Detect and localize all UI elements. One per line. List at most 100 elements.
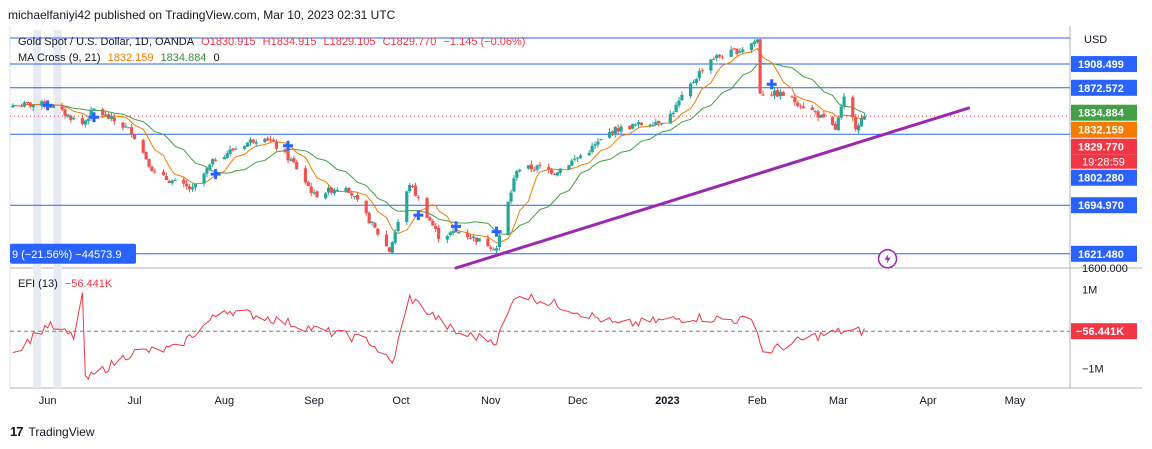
candle-body bbox=[567, 165, 571, 170]
candle-body bbox=[509, 192, 513, 202]
candle bbox=[344, 186, 348, 194]
efi-value: −56.441K bbox=[64, 278, 113, 290]
time-axis-tick: Oct bbox=[392, 395, 409, 407]
efi-line bbox=[12, 292, 865, 381]
candle bbox=[856, 123, 861, 134]
candle bbox=[80, 114, 85, 126]
candle bbox=[222, 155, 226, 160]
ma-slow-value: 1834.884 bbox=[160, 52, 207, 64]
candle bbox=[532, 166, 536, 172]
efi-label[interactable]: EFI (13) bbox=[18, 278, 58, 290]
candle-body bbox=[182, 179, 186, 184]
candle-body bbox=[263, 138, 267, 142]
candle-body bbox=[324, 193, 328, 199]
ma-extra-value: 0 bbox=[213, 52, 220, 64]
candle-body bbox=[477, 238, 481, 242]
candle bbox=[526, 165, 531, 170]
candle-body bbox=[842, 96, 846, 107]
tradingview-logo[interactable]: 17 TradingView bbox=[10, 424, 95, 439]
candle bbox=[477, 238, 481, 242]
candle-body bbox=[161, 171, 166, 175]
candle-body bbox=[752, 41, 756, 44]
candle-body bbox=[836, 117, 840, 131]
candle bbox=[489, 244, 493, 252]
candle-body bbox=[353, 195, 357, 197]
candle bbox=[506, 201, 510, 236]
candle-body bbox=[709, 59, 713, 71]
candle-body bbox=[225, 153, 229, 158]
ohlc-close: C1829.770 bbox=[382, 36, 437, 48]
candle-body bbox=[387, 247, 391, 252]
price-axis-label-box bbox=[1071, 79, 1137, 96]
candle-body bbox=[526, 165, 531, 169]
price-axis-label-text: 1829.770 bbox=[1078, 142, 1124, 154]
candle-body bbox=[497, 235, 502, 248]
candle bbox=[587, 150, 591, 156]
candle bbox=[350, 190, 354, 200]
candle bbox=[242, 145, 247, 151]
candle-body bbox=[801, 106, 806, 109]
candle-body bbox=[694, 79, 698, 84]
candle bbox=[529, 160, 533, 173]
candle bbox=[124, 123, 128, 129]
candle bbox=[697, 68, 701, 82]
candle-body bbox=[28, 102, 32, 107]
candle bbox=[25, 101, 29, 105]
candle-body bbox=[269, 139, 273, 141]
candle bbox=[709, 58, 713, 74]
time-axis-tick: 2023 bbox=[655, 395, 679, 407]
candle-body bbox=[457, 231, 461, 233]
price-axis-label: 1694.970 bbox=[1071, 197, 1137, 214]
candle bbox=[22, 100, 27, 108]
candle bbox=[694, 77, 698, 86]
candle bbox=[547, 163, 551, 174]
candle bbox=[636, 120, 641, 128]
candle bbox=[269, 135, 273, 143]
candle-body bbox=[549, 169, 554, 174]
price-axis-label-text: 1621.480 bbox=[1078, 249, 1124, 261]
ma-cross-marker bbox=[42, 100, 53, 111]
candle bbox=[549, 167, 554, 176]
candle bbox=[509, 189, 513, 205]
candle bbox=[355, 192, 360, 202]
candle-body bbox=[60, 106, 64, 110]
candle-body bbox=[796, 102, 800, 107]
candle-body bbox=[92, 108, 96, 110]
candle bbox=[497, 234, 502, 251]
candle-body bbox=[732, 48, 736, 50]
candle bbox=[755, 38, 759, 44]
ma-cross-label[interactable]: MA Cross (9, 21) bbox=[18, 52, 101, 64]
candle bbox=[801, 102, 806, 109]
candle bbox=[552, 173, 557, 176]
candle-body bbox=[43, 101, 47, 107]
candle-body bbox=[271, 139, 276, 142]
candle-body bbox=[492, 249, 496, 251]
candle-body bbox=[251, 139, 255, 143]
candle-body bbox=[486, 238, 490, 247]
ma-fast-value: 1832.159 bbox=[107, 52, 154, 64]
candle-body bbox=[185, 183, 189, 187]
candle bbox=[390, 241, 394, 254]
candle bbox=[758, 38, 762, 94]
candle bbox=[141, 138, 145, 154]
time-axis-tick: Sep bbox=[304, 395, 324, 407]
candle-body bbox=[781, 91, 785, 96]
ma-cross-marker bbox=[413, 210, 424, 221]
symbol-title[interactable]: Gold Spot / U.S. Dollar, 1D, OANDA bbox=[18, 36, 195, 48]
candle bbox=[286, 148, 290, 164]
candle bbox=[106, 112, 111, 120]
candle bbox=[193, 183, 197, 192]
candle bbox=[69, 114, 73, 123]
candle-body bbox=[590, 145, 594, 153]
candle-body bbox=[613, 127, 617, 135]
candle-body bbox=[332, 190, 336, 194]
highlight-band bbox=[53, 30, 62, 388]
candle-body bbox=[376, 228, 380, 235]
candle bbox=[854, 113, 858, 132]
candle-body bbox=[570, 160, 574, 166]
candle bbox=[570, 158, 574, 166]
candle bbox=[790, 95, 794, 98]
candle bbox=[619, 124, 623, 135]
candle bbox=[410, 184, 415, 188]
